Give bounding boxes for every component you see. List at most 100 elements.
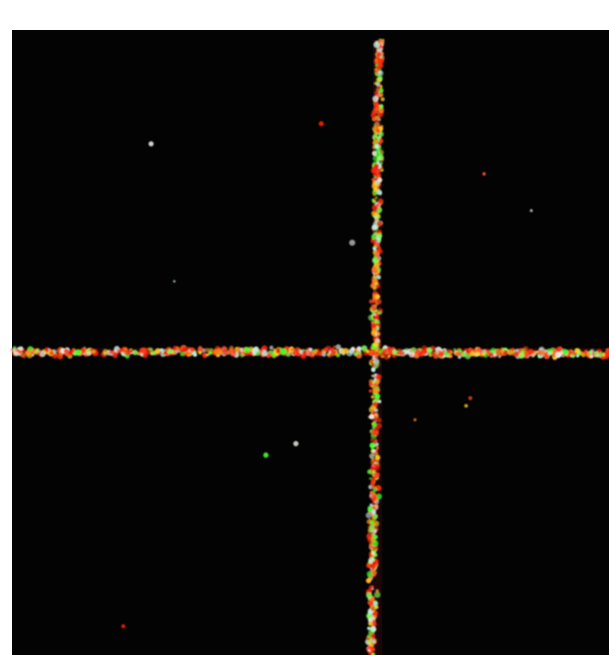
particle [370, 395, 375, 399]
particle [328, 350, 332, 354]
particle [375, 493, 382, 500]
particle [388, 355, 391, 358]
particle [375, 82, 381, 87]
particle [375, 589, 379, 593]
particle [373, 464, 380, 471]
particle [373, 358, 380, 365]
particle [332, 350, 336, 355]
particle [442, 350, 445, 353]
particle [67, 350, 72, 355]
particle [147, 347, 151, 351]
particle [374, 591, 381, 598]
particle [581, 352, 584, 356]
particle [33, 350, 38, 355]
particle [373, 622, 377, 626]
particle [159, 348, 164, 352]
fluorescent-particles [10, 38, 609, 655]
particle [373, 139, 378, 144]
particle [374, 380, 380, 386]
particle [464, 403, 468, 408]
particle [375, 77, 382, 83]
particle [44, 346, 50, 353]
particle [369, 453, 375, 459]
particle [184, 346, 189, 351]
particle [356, 346, 362, 351]
particle [446, 350, 450, 354]
particle [292, 350, 298, 357]
particle [371, 367, 376, 373]
particle [259, 349, 263, 354]
particle [206, 353, 210, 357]
particle [31, 353, 35, 357]
particle [371, 478, 376, 483]
particle [25, 349, 32, 356]
particle [139, 347, 146, 354]
particle [368, 542, 374, 547]
particle [372, 315, 377, 320]
particle [207, 349, 211, 353]
particle [372, 648, 376, 652]
particle [594, 350, 599, 356]
particle [387, 350, 393, 356]
particle [311, 350, 316, 355]
particle [374, 68, 379, 73]
particle [371, 516, 375, 520]
particle [428, 353, 433, 357]
particle [19, 352, 25, 358]
particle [370, 606, 375, 611]
particle [456, 351, 461, 356]
particle [371, 638, 376, 644]
particle [371, 257, 379, 264]
particle [316, 350, 320, 355]
particle [376, 189, 383, 196]
particle [552, 348, 558, 354]
particle [177, 350, 181, 354]
particle [375, 325, 380, 330]
particle [374, 211, 380, 218]
particle [371, 224, 378, 231]
particle [374, 355, 379, 359]
particle [353, 352, 358, 357]
particle [374, 144, 380, 149]
particle [375, 169, 381, 175]
particle [342, 352, 345, 356]
particle [373, 41, 380, 49]
particle [371, 509, 377, 515]
particle [75, 349, 82, 355]
particle [478, 348, 482, 353]
particle [321, 349, 325, 354]
particle [332, 345, 336, 349]
particle [187, 353, 191, 357]
particle [374, 393, 381, 400]
particle [375, 196, 378, 199]
particle [152, 350, 157, 356]
particle [379, 58, 385, 63]
particle [376, 52, 382, 58]
particle [373, 363, 379, 369]
particle [167, 348, 174, 355]
particle [350, 346, 356, 352]
particle [367, 617, 373, 623]
particle [396, 351, 400, 355]
particle [349, 239, 356, 246]
particle [371, 596, 375, 600]
particle [12, 346, 17, 350]
particle [522, 346, 529, 352]
particle [370, 238, 376, 244]
particle [229, 345, 234, 351]
particle [367, 536, 372, 540]
particle [378, 310, 383, 315]
particle [335, 344, 341, 350]
particle [547, 351, 552, 356]
particle [263, 452, 269, 458]
particle [373, 471, 380, 478]
particle [408, 351, 415, 358]
particle [371, 321, 374, 324]
particle [234, 346, 238, 350]
particle [372, 547, 377, 551]
particle [361, 345, 368, 352]
particle [367, 626, 371, 630]
particle [376, 248, 381, 254]
